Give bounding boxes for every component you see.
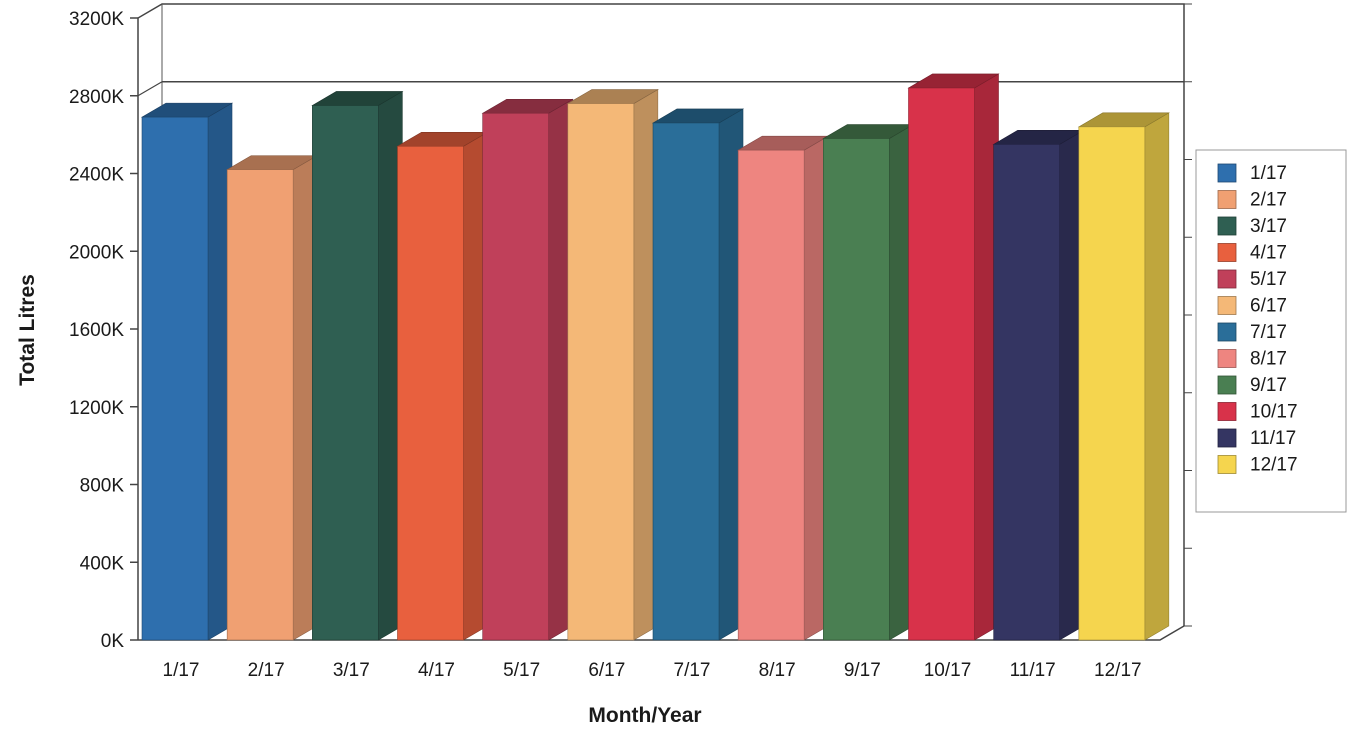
y-tick-label: 3200K (69, 9, 124, 30)
legend-item: 7/17 (1217, 322, 1287, 343)
legend-label: 12/17 (1250, 455, 1298, 476)
bar-front (567, 103, 635, 641)
y-axis-ticks: 0K 400K 800K 1200K 1600K 2000K 2400K 2800K 3200K (69, 3, 1192, 652)
x-tick-label: 9/17 (844, 660, 881, 681)
legend-item: 1/17 (1217, 163, 1287, 184)
y-axis-title: Total Litres (16, 274, 39, 386)
y-tick-label: 0K (101, 631, 125, 652)
x-tick-label: 11/17 (1010, 660, 1056, 681)
bar-2/17 (226, 155, 319, 641)
legend-swatch (1217, 375, 1237, 395)
bar-front (823, 138, 890, 641)
bar-12/17 (1077, 112, 1170, 641)
legend-swatch (1217, 428, 1237, 448)
legend-label: 2/17 (1250, 190, 1287, 211)
legend-swatch (1217, 349, 1237, 368)
bar-front (312, 105, 379, 641)
legend-swatch (1217, 269, 1237, 289)
legend-swatch (1217, 322, 1237, 342)
y-tick-label: 2400K (69, 165, 124, 186)
legend-item: 6/17 (1217, 296, 1287, 317)
bar-front (141, 116, 209, 641)
bar-front (1078, 126, 1146, 641)
legend-swatch (1217, 296, 1237, 315)
bar-7/17 (651, 108, 745, 641)
y-tick-label: 800K (80, 476, 125, 497)
legend-label: 3/17 (1250, 216, 1287, 237)
legend-box (1195, 149, 1347, 513)
bar-side (1144, 112, 1170, 641)
legend-item: 2/17 (1217, 190, 1287, 211)
x-tick-label: 2/17 (248, 660, 285, 681)
bar-4/17 (396, 131, 489, 641)
legend-item: 11/17 (1217, 428, 1296, 449)
legend-item: 9/17 (1217, 375, 1287, 396)
legend-swatch (1217, 455, 1237, 474)
legend-swatch (1217, 163, 1237, 183)
bar-6/17 (566, 89, 659, 641)
x-tick-label: 1/17 (163, 660, 200, 681)
bar-front (993, 144, 1060, 641)
legend-item: 8/17 (1217, 349, 1287, 370)
legend-label: 10/17 (1250, 402, 1298, 423)
legend-label: 9/17 (1250, 375, 1287, 396)
bar-front (482, 112, 549, 641)
x-tick-label: 10/17 (924, 660, 972, 681)
y-tick-label: 1200K (69, 398, 124, 419)
bar-front (397, 145, 464, 641)
legend-swatch (1217, 190, 1237, 209)
bar-1/17 (140, 102, 234, 641)
legend-label: 5/17 (1250, 269, 1287, 290)
bar-3/17 (311, 90, 404, 641)
floor-edge (138, 625, 1185, 641)
bar-5/17 (481, 98, 574, 641)
legend-label: 1/17 (1250, 163, 1287, 184)
legend-label: 11/17 (1250, 428, 1296, 449)
bar-front (652, 122, 720, 641)
x-tick-label: 7/17 (674, 660, 711, 681)
bar-8/17 (737, 135, 830, 641)
bar-11/17 (992, 129, 1085, 641)
x-tick-label: 12/17 (1094, 660, 1142, 681)
legend-swatch (1217, 402, 1237, 421)
legend-label: 8/17 (1250, 349, 1287, 370)
legend-swatch (1217, 243, 1237, 262)
legend-item: 12/17 (1217, 455, 1298, 476)
legend-swatch (1217, 216, 1237, 236)
legend-item: 4/17 (1217, 243, 1287, 264)
legend: 1/17 2/17 3/17 4/17 5/17 6/17 7/17 8/17 9/17 10/1… (1195, 149, 1347, 513)
y-tick-label: 1600K (69, 320, 124, 341)
y-tick-label: 400K (80, 553, 125, 574)
y-tick-label: 2800K (69, 87, 124, 108)
x-tick-label: 6/17 (588, 660, 625, 681)
x-tick-label: 4/17 (418, 660, 455, 681)
x-tick-label: 8/17 (759, 660, 796, 681)
legend-item: 3/17 (1217, 216, 1287, 237)
bar-front (226, 169, 294, 641)
x-tick-label: 3/17 (333, 660, 370, 681)
legend-item: 5/17 (1217, 269, 1287, 290)
legend-item: 10/17 (1217, 402, 1298, 423)
side-wall-line (137, 81, 163, 97)
legend-label: 7/17 (1250, 322, 1287, 343)
bars (140, 73, 1170, 641)
legend-label: 4/17 (1250, 243, 1287, 264)
bar-front (737, 149, 805, 641)
bar-front (908, 87, 975, 641)
bar-9/17 (822, 123, 915, 641)
x-axis-ticks: 1/17 2/17 3/17 4/17 5/17 6/17 7/17 8/17 9/17 10/1… (163, 660, 1142, 681)
y-tick-label: 2000K (69, 242, 124, 263)
x-axis-title: Month/Year (588, 704, 701, 727)
legend-label: 6/17 (1250, 296, 1287, 317)
x-tick-label: 5/17 (503, 660, 540, 681)
bar-10/17 (907, 73, 1000, 641)
